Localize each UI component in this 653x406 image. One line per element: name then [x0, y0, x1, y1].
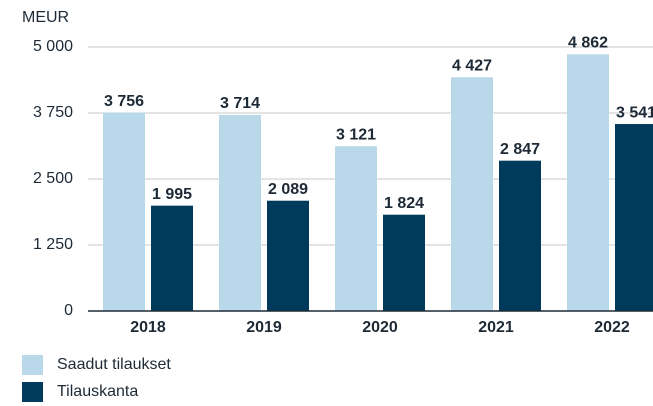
x-tick-label: 2022: [594, 319, 630, 336]
bar: [219, 114, 261, 311]
legend-label: Saadut tilaukset: [57, 356, 171, 373]
x-tick-label: 2018: [130, 319, 166, 336]
y-tick-label: 3 750: [33, 104, 73, 121]
y-tick-label: 0: [64, 302, 73, 319]
bar: [151, 205, 193, 311]
x-tick-label: 2020: [362, 319, 398, 336]
legend-label: Tilauskanta: [57, 383, 138, 400]
value-label: 4 427: [452, 57, 492, 74]
y-axis-label: MEUR: [22, 9, 69, 26]
bar: [383, 214, 425, 311]
bar: [335, 146, 377, 311]
value-label: 2 089: [268, 181, 308, 198]
y-tick-label: 2 500: [33, 170, 73, 187]
bar: [267, 200, 309, 311]
value-label: 2 847: [500, 141, 540, 158]
bar: [103, 112, 145, 311]
value-label: 1 824: [384, 195, 424, 212]
value-label: 3 756: [104, 93, 144, 110]
bar: [451, 77, 493, 312]
x-tick-label: 2019: [246, 319, 282, 336]
y-tick-label: 1 250: [33, 236, 73, 253]
bar: [499, 160, 541, 311]
value-label: 3 121: [336, 126, 376, 143]
legend-swatch: [22, 382, 43, 402]
value-label: 4 862: [568, 35, 608, 52]
value-label: 3 541: [616, 104, 653, 121]
bar: [567, 54, 609, 311]
bar: [615, 124, 653, 311]
legend-swatch: [22, 355, 43, 375]
x-tick-label: 2021: [478, 319, 514, 336]
y-tick-label: 5 000: [33, 38, 73, 55]
value-label: 3 714: [220, 95, 260, 112]
value-label: 1 995: [152, 186, 192, 203]
